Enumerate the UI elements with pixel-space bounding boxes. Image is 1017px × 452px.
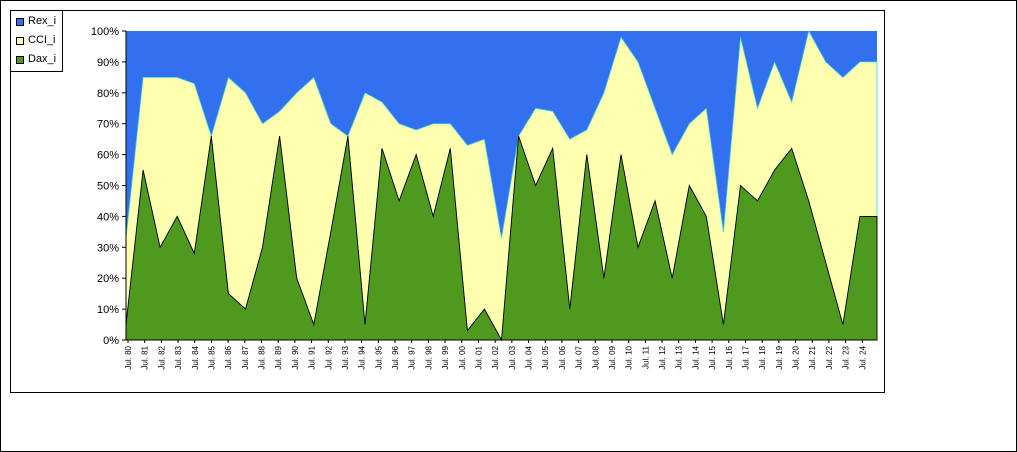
legend-label-cci: CCI_i — [28, 34, 56, 46]
legend-swatch-dax — [16, 56, 24, 64]
series-area-dax — [125, 135, 878, 342]
y-tick-label: 60% — [97, 150, 119, 162]
x-tick-label: Jul. 14 — [691, 345, 700, 369]
y-tick-label: 0% — [103, 335, 119, 347]
x-tick-label: Jul. 00 — [458, 345, 467, 369]
x-tick-label: Jul. 97 — [408, 345, 417, 369]
x-tick-label: Jul. 19 — [775, 345, 784, 369]
y-tick-label: 100% — [91, 26, 119, 38]
x-tick-label: Jul. 02 — [491, 345, 500, 369]
y-tick-label: 80% — [97, 88, 119, 100]
x-tick-label: Jul. 08 — [591, 345, 600, 369]
x-tick-label: Jul. 93 — [341, 345, 350, 369]
x-tick-label: Jul. 92 — [324, 345, 333, 369]
x-tick-label: Jul. 05 — [541, 345, 550, 369]
x-tick-label: Jul. 87 — [241, 345, 250, 369]
legend-swatch-cci — [16, 37, 24, 45]
x-tick-label: Jul. 83 — [174, 345, 183, 369]
x-tick-label: Jul. 20 — [792, 345, 801, 369]
x-tick-label: Jul. 94 — [358, 345, 367, 369]
x-tick-label: Jul. 80 — [124, 345, 133, 369]
legend-label-rex: Rex_i — [28, 15, 57, 27]
x-tick-label: Jul. 03 — [508, 345, 517, 369]
y-tick-label: 10% — [97, 304, 119, 316]
x-tick-label: Jul. 24 — [858, 345, 867, 369]
x-tick-label: Jul. 98 — [424, 345, 433, 369]
x-tick-label: Jul. 91 — [308, 345, 317, 369]
y-tick-label: 90% — [97, 57, 119, 69]
x-tick-label: Jul. 10 — [625, 345, 634, 369]
x-tick-label: Jul. 01 — [474, 345, 483, 369]
x-tick-label: Jul. 17 — [741, 345, 750, 369]
chart-legend: Rex_i CCI_i Dax_i — [10, 10, 63, 72]
legend-label-dax: Dax_i — [28, 53, 57, 65]
legend-swatch-rex — [16, 18, 24, 26]
x-tick-label: Jul. 04 — [525, 345, 534, 369]
x-tick-label: Jul. 22 — [825, 345, 834, 369]
x-tick-label: Jul. 96 — [391, 345, 400, 369]
y-tick-label: 70% — [97, 119, 119, 131]
x-tick-label: Jul. 89 — [274, 345, 283, 369]
x-tick-label: Jul. 09 — [608, 345, 617, 369]
y-tick-label: 30% — [97, 242, 119, 254]
x-tick-label: Jul. 86 — [224, 345, 233, 369]
x-tick-label: Jul. 13 — [675, 345, 684, 369]
x-tick-label: Jul. 06 — [558, 345, 567, 369]
x-tick-label: Jul. 21 — [808, 345, 817, 369]
x-tick-label: Jul. 15 — [708, 345, 717, 369]
x-tick-label: Jul. 95 — [374, 345, 383, 369]
x-tick-label: Jul. 82 — [157, 345, 166, 369]
x-tick-label: Jul. 81 — [141, 345, 150, 369]
y-tick-label: 20% — [97, 273, 119, 285]
x-tick-label: Jul. 84 — [191, 345, 200, 369]
x-tick-label: Jul. 85 — [207, 345, 216, 369]
y-tick-label: 50% — [97, 181, 119, 193]
x-tick-label: Jul. 16 — [725, 345, 734, 369]
x-tick-label: Jul. 12 — [658, 345, 667, 369]
y-tick-label: 40% — [97, 211, 119, 223]
x-tick-label: Jul. 90 — [291, 345, 300, 369]
x-tick-label: Jul. 88 — [258, 345, 267, 369]
x-tick-label: Jul. 23 — [842, 345, 851, 369]
x-tick-label: Jul. 11 — [641, 345, 650, 369]
x-tick-label: Jul. 99 — [441, 345, 450, 369]
x-tick-label: Jul. 18 — [758, 345, 767, 369]
x-tick-label: Jul. 07 — [575, 345, 584, 369]
